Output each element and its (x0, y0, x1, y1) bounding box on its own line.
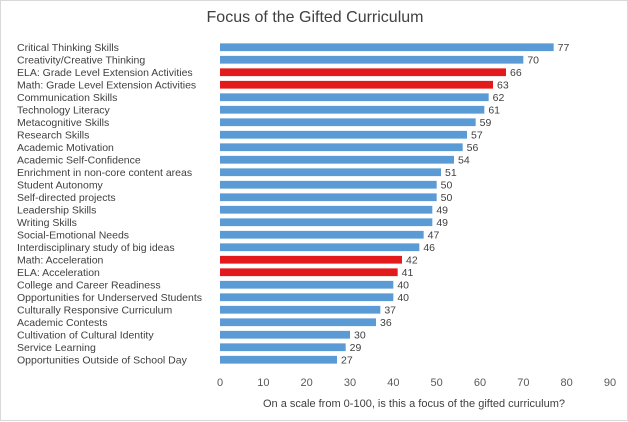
data-label: 49 (436, 217, 448, 229)
bar (220, 243, 420, 252)
x-tick-label: 20 (301, 377, 313, 389)
category-label: Writing Skills (17, 217, 77, 229)
x-tick-label: 50 (431, 377, 443, 389)
bar (220, 180, 437, 189)
data-label: 46 (423, 242, 435, 254)
data-label: 40 (397, 279, 409, 291)
data-label: 59 (480, 117, 492, 129)
data-label: 66 (510, 67, 522, 79)
category-label: Social-Emotional Needs (17, 229, 129, 241)
bar (220, 318, 376, 327)
bar (220, 218, 433, 227)
bar (220, 343, 346, 352)
bar (220, 143, 463, 152)
category-label: Technology Literacy (17, 104, 111, 116)
data-label: 29 (350, 342, 362, 354)
bar (220, 68, 506, 77)
category-label: Creativity/Creative Thinking (17, 54, 145, 66)
category-label: Self-directed projects (17, 192, 116, 204)
bar (220, 43, 554, 52)
data-label: 27 (341, 354, 353, 366)
x-tick-label: 90 (604, 377, 616, 389)
category-label: Communication Skills (17, 92, 117, 104)
category-label: ELA: Acceleration (17, 267, 100, 279)
chart-title: Focus of the Gifted Curriculum (207, 9, 424, 26)
bar (220, 305, 381, 314)
data-label: 70 (527, 54, 539, 66)
data-label: 50 (441, 192, 453, 204)
x-tick-label: 10 (257, 377, 269, 389)
bar (220, 93, 489, 102)
data-label: 41 (402, 267, 414, 279)
category-label: Leadership Skills (17, 204, 96, 216)
data-label: 50 (441, 179, 453, 191)
category-label: Academic Motivation (17, 142, 114, 154)
bar (220, 205, 433, 214)
bar (220, 230, 424, 239)
x-tick-label: 0 (217, 377, 223, 389)
bars (220, 43, 554, 364)
data-label: 57 (471, 129, 483, 141)
data-label: 61 (488, 104, 500, 116)
bar (220, 280, 394, 289)
bar (220, 330, 350, 339)
x-tick-label: 70 (517, 377, 529, 389)
data-label: 40 (397, 292, 409, 304)
data-label: 51 (445, 167, 457, 179)
category-label: Math: Grade Level Extension Activities (17, 79, 196, 91)
category-label: Cultivation of Cultural Identity (17, 329, 154, 341)
bar (220, 168, 441, 177)
x-axis-title: On a scale from 0-100, is this a focus o… (263, 398, 565, 410)
category-label: Academic Self-Confidence (17, 154, 141, 166)
category-label: College and Career Readiness (17, 279, 161, 291)
data-label: 56 (467, 142, 479, 154)
data-label: 47 (428, 229, 440, 241)
category-label: ELA: Grade Level Extension Activities (17, 67, 193, 79)
category-label: Math: Acceleration (17, 254, 104, 266)
bar (220, 355, 337, 364)
data-label: 36 (380, 317, 392, 329)
x-axis-ticks: 0 10 20 30 40 50 60 70 80 90 (217, 377, 616, 389)
category-label: Research Skills (17, 129, 89, 141)
value-labels: 7770666362615957565451505049494746424140… (341, 42, 570, 367)
bar (220, 255, 402, 264)
category-label: Critical Thinking Skills (17, 42, 119, 54)
category-label: Service Learning (17, 342, 96, 354)
data-label: 42 (406, 254, 418, 266)
category-label: Metacognitive Skills (17, 117, 109, 129)
bar (220, 130, 467, 139)
data-label: 62 (493, 92, 505, 104)
category-label: Enrichment in non-core content areas (17, 167, 192, 179)
category-label: Interdisciplinary study of big ideas (17, 242, 175, 254)
x-tick-label: 80 (561, 377, 573, 389)
category-label: Academic Contests (17, 317, 107, 329)
category-label: Student Autonomy (17, 179, 104, 191)
data-label: 30 (354, 329, 366, 341)
data-label: 49 (436, 204, 448, 216)
data-label: 77 (558, 42, 570, 54)
category-label: Opportunities for Underserved Students (17, 292, 202, 304)
bar (220, 80, 493, 89)
category-label: Culturally Responsive Curriculum (17, 304, 172, 316)
data-label: 63 (497, 79, 509, 91)
x-tick-label: 40 (387, 377, 399, 389)
bar (220, 293, 394, 302)
data-label: 37 (384, 304, 396, 316)
bar (220, 105, 485, 114)
bar (220, 55, 524, 64)
x-tick-label: 60 (474, 377, 486, 389)
category-labels: Critical Thinking SkillsCreativity/Creat… (17, 42, 202, 367)
bar (220, 118, 476, 127)
data-label: 54 (458, 154, 470, 166)
category-label: Opportunities Outside of School Day (17, 354, 188, 366)
x-tick-label: 30 (344, 377, 356, 389)
bar (220, 155, 454, 164)
bar (220, 193, 437, 202)
bar (220, 268, 398, 277)
